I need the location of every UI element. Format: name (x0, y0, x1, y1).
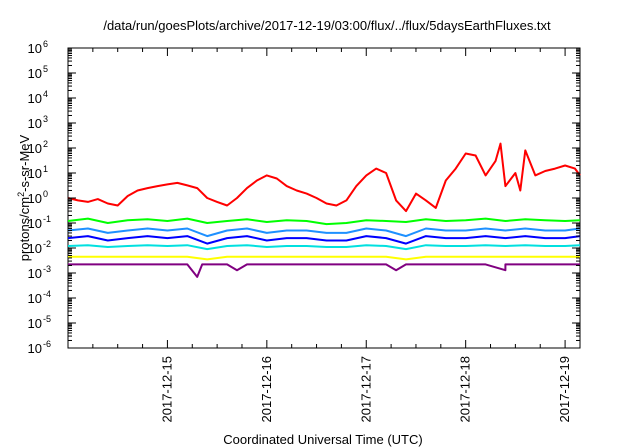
y-tick-label: 10 (28, 116, 42, 131)
y-tick-exponent: 6 (43, 39, 48, 49)
y-tick-base: 10 (28, 141, 42, 156)
y-tick-label: 10 (28, 66, 42, 81)
y-tick-label: 10 (28, 241, 42, 256)
y-tick-base: 10 (28, 91, 42, 106)
chart-title: /data/run/goesPlots/archive/2017-12-19/0… (103, 18, 551, 33)
x-axis-label: Coordinated Universal Time (UTC) (223, 432, 422, 447)
y-tick-base: 10 (28, 266, 42, 281)
y-axis-label: protons/cm2-s-sr-MeV (16, 134, 32, 261)
x-tick-label: 2017-12-18 (458, 356, 473, 423)
y-tick-base: 10 (28, 166, 42, 181)
x-tick-label: 2017-12-16 (259, 356, 274, 423)
y-tick-exponent: -5 (43, 314, 51, 324)
y-tick-base: 10 (28, 216, 42, 231)
x-tick-label: 2017-12-19 (557, 356, 572, 423)
y-tick-base: 10 (28, 341, 42, 356)
y-tick-base: 10 (28, 316, 42, 331)
y-axis-label-base: protons/cm (17, 197, 32, 261)
plot-frame (67, 47, 581, 349)
x-tick-label: 2017-12-15 (159, 356, 174, 423)
y-axis-label-sup: 2 (16, 192, 26, 197)
series-line-6 (68, 255, 580, 261)
y-tick-label: 10 (28, 266, 42, 281)
y-tick-label: 10 (28, 291, 42, 306)
y-tick-label: 10 (28, 316, 42, 331)
series-line-3 (67, 227, 581, 238)
y-tick-base: 10 (28, 41, 42, 56)
y-tick-base: 10 (28, 66, 42, 81)
y-tick-exponent: 5 (43, 64, 48, 74)
y-tick-label: 10 (28, 141, 42, 156)
y-tick-label: 10 (28, 41, 42, 56)
y-tick-exponent: 3 (43, 114, 48, 124)
y-tick-base: 10 (28, 241, 42, 256)
y-tick-exponent: -1 (43, 214, 51, 224)
series-line-1 (67, 142, 581, 213)
y-tick-exponent: -2 (43, 239, 51, 249)
series-line-4 (67, 235, 581, 245)
y-tick-exponent: 0 (43, 189, 48, 199)
y-tick-exponent: 2 (43, 139, 48, 149)
y-tick-exponent: 4 (43, 89, 48, 99)
y-tick-base: 10 (28, 116, 42, 131)
y-tick-exponent: -6 (43, 339, 51, 349)
y-tick-label: 10 (28, 166, 42, 181)
y-tick-base: 10 (28, 291, 42, 306)
y-tick-exponent: -3 (43, 264, 51, 274)
y-tick-base: 10 (28, 191, 42, 206)
series-line-7 (68, 263, 580, 278)
y-tick-exponent: 1 (43, 164, 48, 174)
y-tick-label: 10 (28, 191, 42, 206)
y-tick-label: 10 (28, 341, 42, 356)
y-tick-exponent: -4 (43, 289, 51, 299)
series-line-2 (67, 217, 581, 226)
y-tick-label: 10 (28, 91, 42, 106)
y-tick-label: 10 (28, 216, 42, 231)
x-tick-label: 2017-12-17 (358, 356, 373, 423)
series-line-5 (67, 244, 581, 251)
y-axis-label-rest: -s-sr-MeV (17, 134, 32, 191)
